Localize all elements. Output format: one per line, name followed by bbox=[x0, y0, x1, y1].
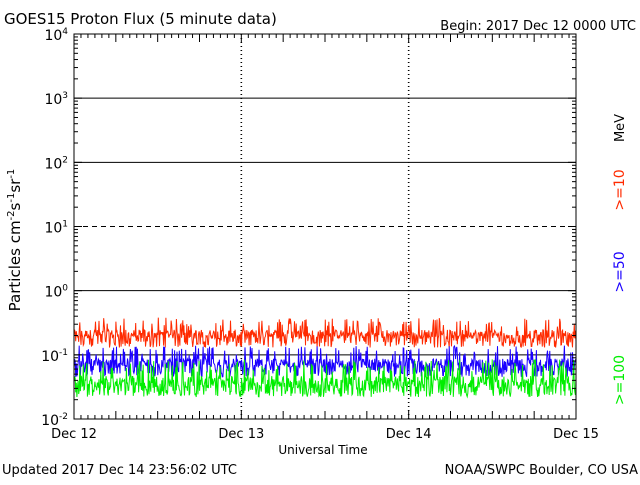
legend-entry-0: >=10 bbox=[612, 169, 628, 210]
series-trace-2 bbox=[73, 359, 577, 399]
series-trace-1 bbox=[73, 344, 577, 378]
y-tick-label-2: 100 bbox=[44, 284, 68, 301]
y-axis-label-exp-b: -1 bbox=[6, 193, 17, 203]
legend-entry-2: >=100 bbox=[612, 355, 628, 405]
footer-updated: Updated 2017 Dec 14 23:56:02 UTC bbox=[2, 463, 237, 478]
y-tick-label-6: 104 bbox=[44, 27, 68, 44]
x-tick-label-1: Dec 13 bbox=[218, 427, 264, 442]
y-tick-label-3: 101 bbox=[44, 220, 68, 237]
y-tick-label-4: 102 bbox=[44, 155, 68, 172]
x-tick-label-3: Dec 15 bbox=[553, 427, 599, 442]
begin-label: Begin: 2017 Dec 12 0000 UTC bbox=[440, 19, 636, 34]
y-tick-label-0: 10-2 bbox=[41, 412, 68, 429]
plot-area: 10-2 10-1 100 101 102 103 104 Dec 12 Dec 13 Dec 1… bbox=[41, 27, 599, 442]
y-axis-label-exp-a: -2 bbox=[6, 210, 17, 220]
legend: >=10 >=50 >=100 bbox=[612, 169, 628, 405]
y-axis-label-base: Particles cm bbox=[6, 220, 24, 311]
chart-title: GOES15 Proton Flux (5 minute data) bbox=[4, 10, 277, 28]
unit-label: MeV bbox=[613, 114, 628, 142]
series-trace-0 bbox=[73, 317, 577, 348]
y-axis-label: Particles cm-2s-1sr-1 bbox=[6, 169, 24, 312]
y-axis-label-end: sr bbox=[6, 178, 24, 193]
x-axis-label: Universal Time bbox=[278, 443, 367, 457]
y-axis-label-exp-c: -1 bbox=[6, 169, 17, 179]
x-tick-label-2: Dec 14 bbox=[386, 427, 432, 442]
y-axis-label-tail: s bbox=[6, 202, 24, 210]
legend-entry-1: >=50 bbox=[612, 251, 628, 292]
footer-source: NOAA/SWPC Boulder, CO USA bbox=[445, 463, 638, 478]
y-tick-label-1: 10-1 bbox=[41, 348, 68, 365]
y-tick-label-5: 103 bbox=[44, 91, 68, 108]
x-tick-label-0: Dec 12 bbox=[51, 427, 97, 442]
